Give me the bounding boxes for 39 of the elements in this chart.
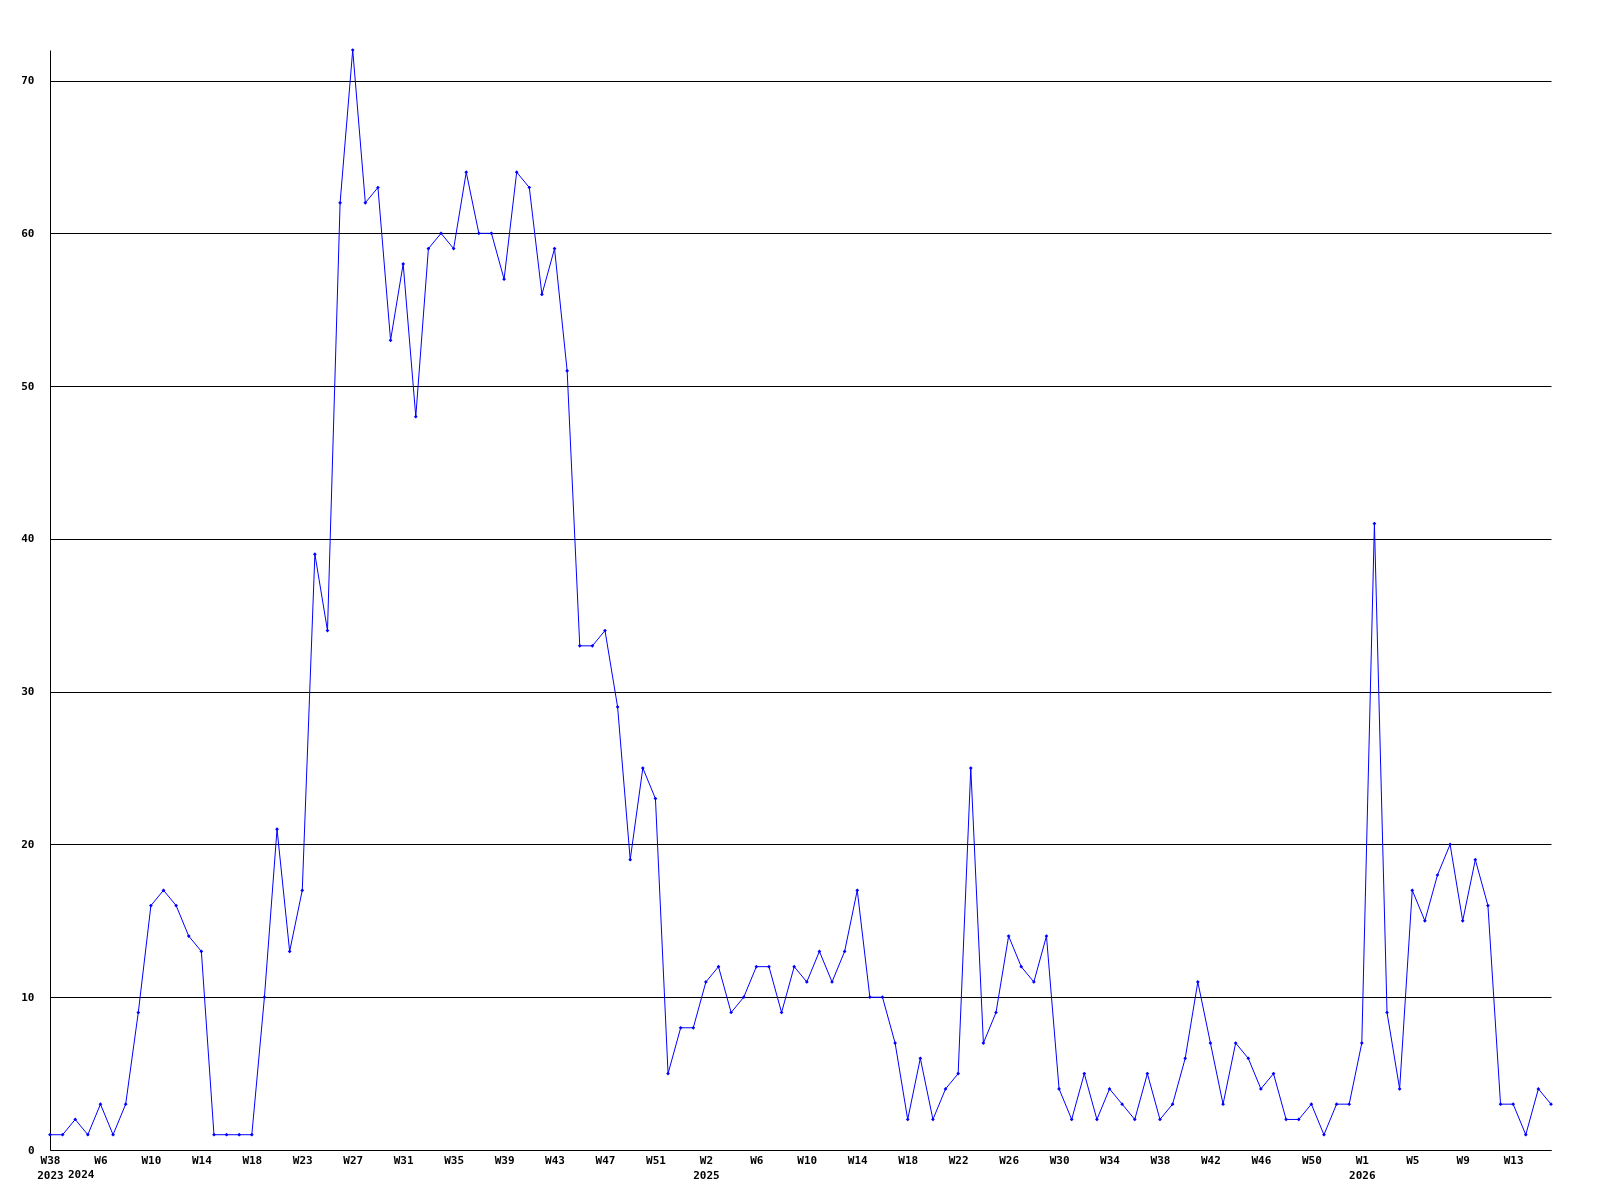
y-tick-label: 70 — [21, 74, 35, 88]
x-tick-label: W38 2023 — [37, 1153, 64, 1182]
x-tick-label: W2 2025 — [693, 1153, 720, 1182]
x-tick-label: W13 — [1503, 1153, 1524, 1167]
x-tick-label: W43 — [545, 1153, 565, 1167]
x-tick-label: W30 — [1049, 1153, 1070, 1167]
y-tick-label: 50 — [21, 379, 35, 393]
x-tick-label: W6 — [750, 1153, 764, 1167]
x-tick-label: W23 — [292, 1153, 313, 1167]
y-tick-label: 40 — [21, 532, 35, 546]
x-tick-label: W1 2026 — [1349, 1153, 1376, 1182]
x-tick-label: W5 — [1406, 1153, 1420, 1167]
x-tick-label: W10 — [141, 1153, 162, 1167]
x-tick-label: W38 — [1150, 1153, 1171, 1167]
x-tick-label: W14 — [847, 1153, 869, 1167]
x-tick-label: W18 — [898, 1153, 919, 1167]
text: 2024 — [68, 1168, 95, 1181]
x-tick-label: W10 — [797, 1153, 818, 1167]
x-tick-label: W35 — [444, 1153, 465, 1167]
x-tick-label: W18 — [242, 1153, 263, 1167]
x-tick-label: W14 — [191, 1153, 213, 1167]
x-tick-label: W6 — [94, 1153, 108, 1167]
x-tick-label: W42 — [1201, 1153, 1221, 1167]
x-tick-label: W26 — [999, 1153, 1020, 1167]
x-tick-label: W31 — [393, 1153, 414, 1167]
y-tick-label: 30 — [21, 685, 35, 699]
x-tick-label: W50 — [1301, 1153, 1322, 1167]
x-tick-label: W46 — [1251, 1153, 1272, 1167]
x-tick-label: W27 — [343, 1153, 364, 1167]
x-tick-label: W9 — [1456, 1153, 1470, 1167]
y-tick-label: 20 — [21, 837, 35, 851]
x-tick-label: W51 — [646, 1153, 667, 1167]
y-tick-label: 60 — [21, 226, 35, 240]
x-tick-label: W22 — [948, 1153, 969, 1167]
x-tick-label: W34 — [1100, 1153, 1121, 1167]
x-tick-label: W47 — [595, 1153, 616, 1167]
x-tick-label: W39 — [494, 1153, 515, 1167]
y-tick-label: 0 — [27, 1143, 35, 1157]
y-tick-label: 10 — [21, 990, 35, 1004]
